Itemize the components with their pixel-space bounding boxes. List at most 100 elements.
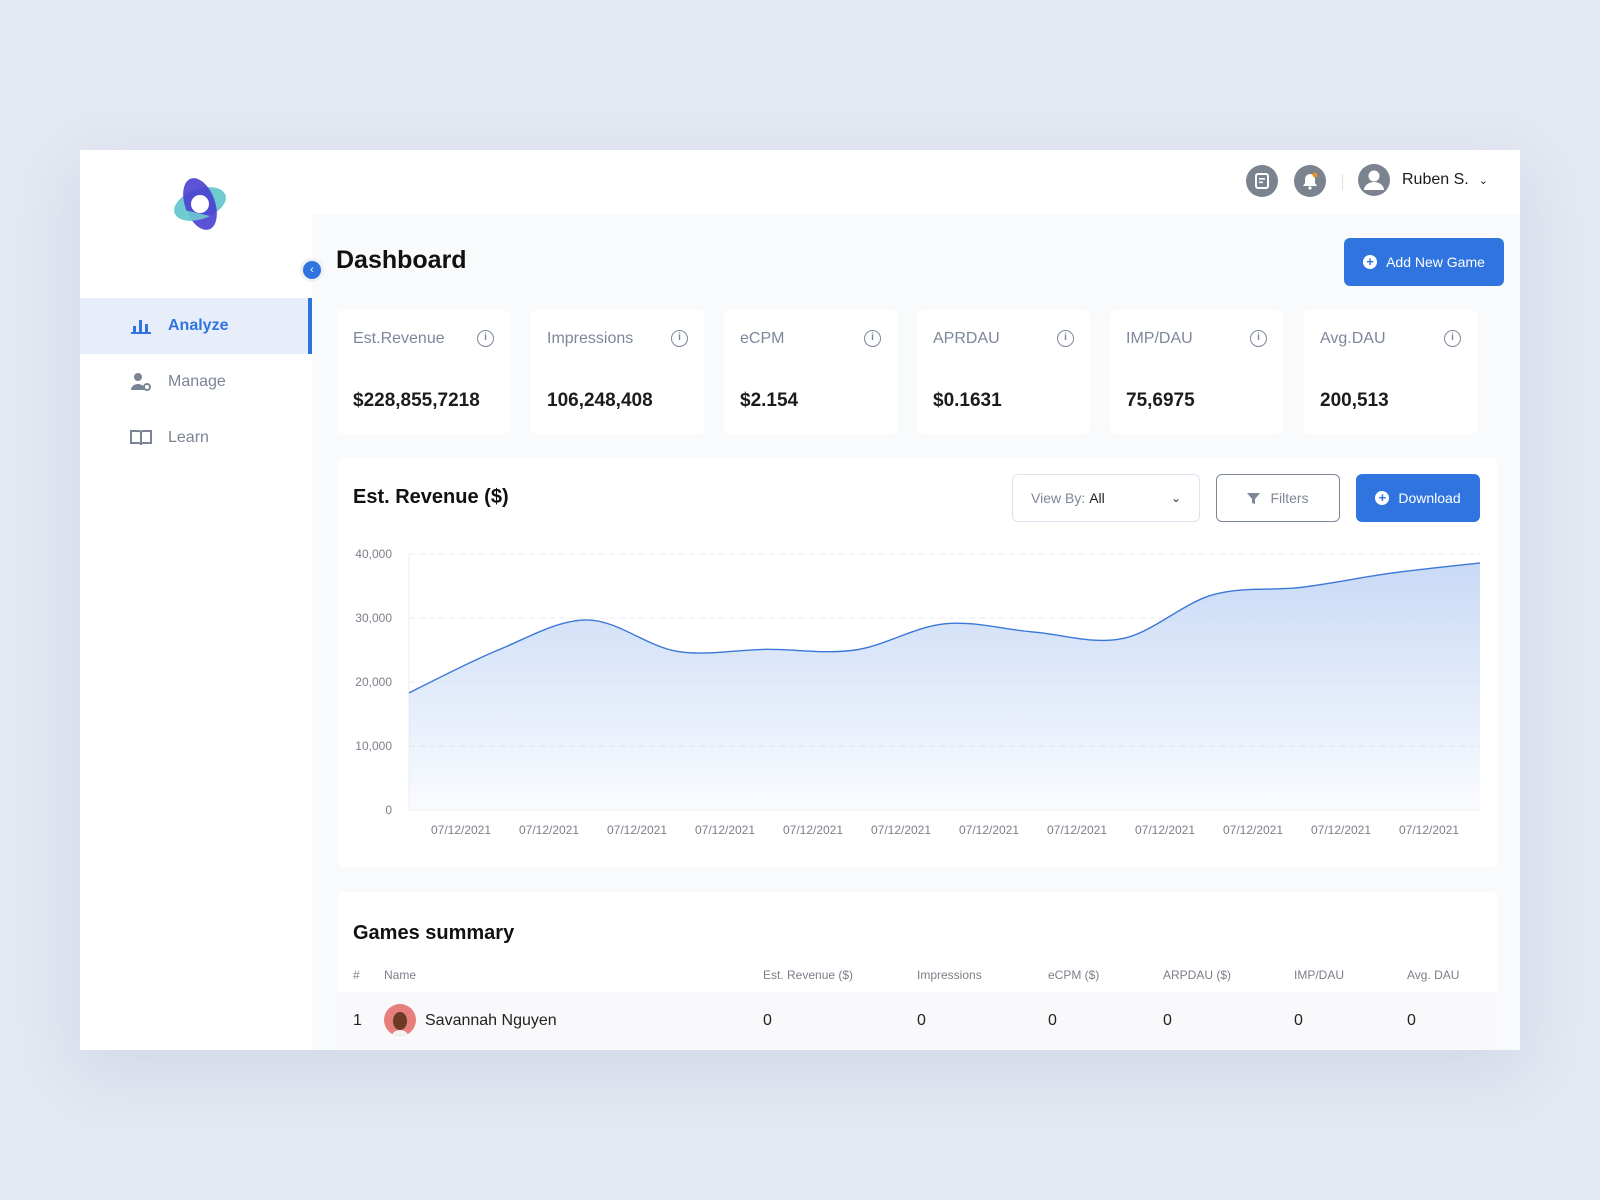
x-tick-label: 07/12/2021	[519, 823, 579, 837]
column-header: Est. Revenue ($)	[763, 968, 854, 982]
user-name: Ruben S.	[1402, 171, 1469, 188]
app-window: Analyze Manage Learn ‹ Ruben S. ⌄ Dashbo…	[80, 150, 1520, 1050]
kpi-card: Impressions i 106,248,408	[531, 310, 704, 434]
table-cell: 0	[917, 1012, 926, 1029]
x-tick-label: 07/12/2021	[783, 823, 843, 837]
y-tick-label: 40,000	[355, 547, 392, 561]
kpi-value: $0.1631	[933, 390, 1002, 411]
info-icon[interactable]: i	[864, 330, 881, 347]
x-tick-label: 07/12/2021	[607, 823, 667, 837]
view-by-select[interactable]: View By: All ⌄	[1012, 474, 1200, 522]
table-cell: 1	[353, 1012, 362, 1029]
game-avatar	[384, 1004, 416, 1036]
column-header: ARPDAU ($)	[1163, 968, 1232, 982]
revenue-area-chart: 0 10,000 20,000 30,000 40,000 07/12/2021 07/12…	[355, 547, 1481, 837]
kpi-value: $2.154	[740, 390, 799, 411]
info-icon[interactable]: i	[477, 330, 494, 347]
info-icon[interactable]: i	[1250, 330, 1267, 347]
kpi-card: IMP/DAU i 75,6975	[1110, 310, 1283, 434]
sidebar-item-label: Analyze	[168, 317, 229, 334]
info-icon[interactable]: i	[1057, 330, 1074, 347]
y-tick-label: 10,000	[355, 739, 392, 753]
info-icon[interactable]: i	[671, 330, 688, 347]
x-tick-label: 07/12/2021	[1399, 823, 1459, 837]
notifications-button[interactable]	[1294, 165, 1326, 197]
kpi-card: Est.Revenue i $228,855,7218	[337, 310, 510, 434]
kpi-label: IMP/DAU	[1126, 330, 1193, 347]
table-cell: 0	[763, 1012, 772, 1029]
filter-icon	[1247, 492, 1261, 504]
x-tick-label: 07/12/2021	[959, 823, 1019, 837]
kpi-label: Est.Revenue	[353, 330, 445, 347]
logo-icon	[174, 178, 226, 230]
column-header: Avg. DAU	[1407, 968, 1460, 982]
kpi-label: eCPM	[740, 330, 785, 347]
page-title: Dashboard	[336, 246, 467, 274]
plus-circle-icon: +	[1375, 491, 1390, 505]
table-cell: 0	[1048, 1012, 1057, 1029]
column-header: Impressions	[917, 968, 982, 982]
kpi-card: Avg.DAU i 200,513	[1304, 310, 1477, 434]
filters-button[interactable]: Filters	[1216, 474, 1340, 522]
kpi-value: 106,248,408	[547, 390, 653, 411]
revenue-chart-card: Est. Revenue ($) View By: All ⌄ Filters +…	[337, 458, 1497, 867]
filters-label: Filters	[1270, 490, 1309, 506]
y-tick-label: 0	[385, 803, 392, 817]
view-by-label: View By:	[1031, 490, 1086, 506]
plus-circle-icon: +	[1363, 255, 1378, 269]
sidebar: Analyze Manage Learn	[80, 150, 312, 1050]
notes-button[interactable]	[1246, 165, 1278, 197]
sidebar-item-analyze[interactable]: Analyze	[80, 298, 312, 354]
add-new-game-button[interactable]: + Add New Game	[1344, 238, 1504, 286]
download-button[interactable]: + Download	[1356, 474, 1480, 522]
chevron-down-icon: ⌄	[1170, 491, 1181, 505]
x-tick-label: 07/12/2021	[1047, 823, 1107, 837]
user-menu[interactable]: Ruben S. ⌄	[1358, 164, 1488, 196]
chevron-down-icon: ⌄	[1478, 174, 1488, 187]
y-tick-label: 20,000	[355, 675, 392, 689]
kpi-value: $228,855,7218	[353, 390, 480, 411]
table-cell: Savannah Nguyen	[425, 1012, 557, 1029]
user-gear-icon	[130, 372, 152, 392]
kpi-card: eCPM i $2.154	[724, 310, 897, 434]
table-row[interactable]: 1 Savannah Nguyen 0 0 0 0 0 0	[337, 992, 1497, 1050]
column-header: Name	[384, 968, 417, 982]
view-by-value: All	[1089, 490, 1105, 506]
sidebar-item-label: Learn	[168, 429, 209, 446]
revenue-line	[408, 562, 1481, 694]
column-header: eCPM ($)	[1048, 968, 1100, 982]
book-icon	[130, 429, 152, 447]
top-header	[312, 150, 1520, 214]
x-tick-label: 07/12/2021	[1223, 823, 1283, 837]
x-tick-label: 07/12/2021	[1311, 823, 1371, 837]
sidebar-item-manage[interactable]: Manage	[80, 354, 312, 410]
sidebar-item-label: Manage	[168, 373, 226, 390]
kpi-value: 75,6975	[1126, 390, 1195, 411]
y-tick-label: 30,000	[355, 611, 392, 625]
kpi-label: Avg.DAU	[1320, 330, 1386, 347]
kpi-card: APRDAU i $0.1631	[917, 310, 1090, 434]
x-tick-label: 07/12/2021	[871, 823, 931, 837]
summary-title: Games summary	[353, 922, 515, 944]
x-tick-label: 07/12/2021	[1135, 823, 1195, 837]
info-icon[interactable]: i	[1444, 330, 1461, 347]
avatar-icon	[1358, 164, 1390, 196]
download-label: Download	[1398, 490, 1461, 506]
x-tick-label: 07/12/2021	[431, 823, 491, 837]
table-cell: 0	[1163, 1012, 1172, 1029]
kpi-value: 200,513	[1320, 390, 1389, 411]
table-cell: 0	[1407, 1012, 1416, 1029]
table-cell: 0	[1294, 1012, 1303, 1029]
bell-icon	[1303, 172, 1318, 190]
add-new-game-label: Add New Game	[1386, 254, 1485, 270]
chart-title: Est. Revenue ($)	[353, 486, 509, 508]
collapse-sidebar-button[interactable]: ‹	[303, 261, 321, 279]
sidebar-item-learn[interactable]: Learn	[80, 410, 312, 466]
column-header: #	[353, 968, 360, 982]
bar-chart-icon	[130, 318, 152, 334]
area-fill	[409, 562, 1480, 810]
column-header: IMP/DAU	[1294, 968, 1345, 982]
kpi-label: APRDAU	[933, 330, 1000, 347]
games-summary-card: Games summary # Name Est. Revenue ($) Impre…	[337, 892, 1497, 1050]
header-divider	[1342, 174, 1343, 190]
